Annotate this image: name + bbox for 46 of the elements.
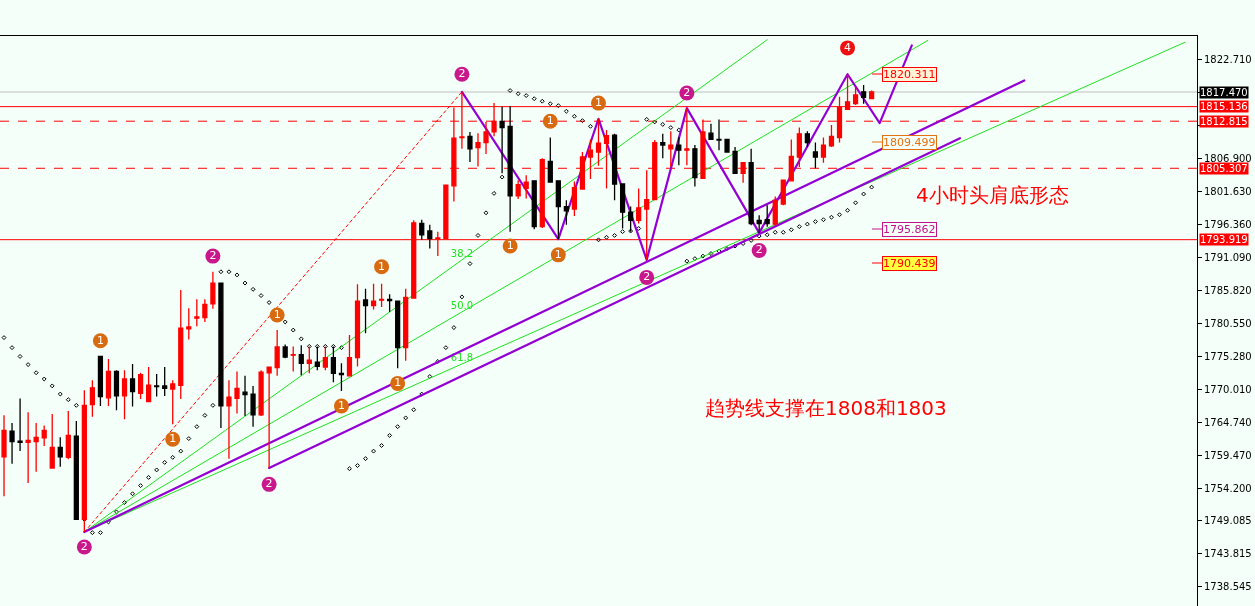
text: 2 <box>755 243 763 257</box>
y-tick-label: 1754.200 <box>1204 483 1252 495</box>
y-tick-label: 1743.815 <box>1204 548 1252 560</box>
series-label: 38.2 <box>450 248 474 260</box>
annotation: 趋势线支撑在1808和1803 <box>705 396 947 420</box>
ref-line-label: 1815.136 <box>1200 101 1248 112</box>
series-label: 1 <box>546 114 554 128</box>
ref-line-label: 1817.470 <box>1200 87 1248 98</box>
annotation: 4小时头肩底形态 <box>916 183 1069 207</box>
y-tick-label: 1785.820 <box>1204 284 1252 296</box>
annotation: 1795.862 <box>883 223 936 236</box>
annotation: 1790.439 <box>883 257 936 270</box>
text: 2 <box>80 539 88 553</box>
y-tick-label: 1775.280 <box>1204 351 1252 363</box>
y-tick-label: 1822.710 <box>1204 53 1252 65</box>
text: 1 <box>169 431 177 445</box>
series-label: 50.0 <box>450 300 474 312</box>
text: 2 <box>643 270 651 284</box>
y-tick-label: 1770.010 <box>1204 384 1252 396</box>
ref-line-label: 1805.307 <box>1200 163 1248 174</box>
annotation: 1820.311 <box>883 68 936 81</box>
y-tick-label: 1749.085 <box>1204 515 1252 527</box>
y-tick-label: 1801.630 <box>1204 185 1252 197</box>
y-tick-label: 1764.740 <box>1204 417 1252 429</box>
y-tick-label: 1796.360 <box>1204 218 1252 230</box>
text: 1 <box>394 376 402 390</box>
text: 2 <box>683 85 691 99</box>
y-tick-label: 1791.090 <box>1204 251 1252 263</box>
series-label: 4 <box>844 40 852 54</box>
text: 1 <box>378 259 386 273</box>
text: 1 <box>337 398 345 412</box>
y-tick-label: 1780.550 <box>1204 318 1252 330</box>
text: 1 <box>96 333 104 347</box>
ref-line-label: 1793.919 <box>1200 234 1248 245</box>
ref-line-label: 1812.815 <box>1200 116 1248 127</box>
y-tick-label: 1759.470 <box>1204 450 1252 462</box>
text: 1 <box>554 247 562 261</box>
text: 2 <box>265 477 273 491</box>
text: 2 <box>458 67 466 80</box>
y-tick-label: 1806.900 <box>1204 152 1252 164</box>
text: 1 <box>506 238 514 252</box>
y-tick-label: 1738.545 <box>1204 581 1252 593</box>
text: 1 <box>595 95 602 109</box>
text: 1 <box>273 307 281 321</box>
series-label: 2 <box>209 248 217 262</box>
annotation: 1809.499 <box>883 136 936 149</box>
